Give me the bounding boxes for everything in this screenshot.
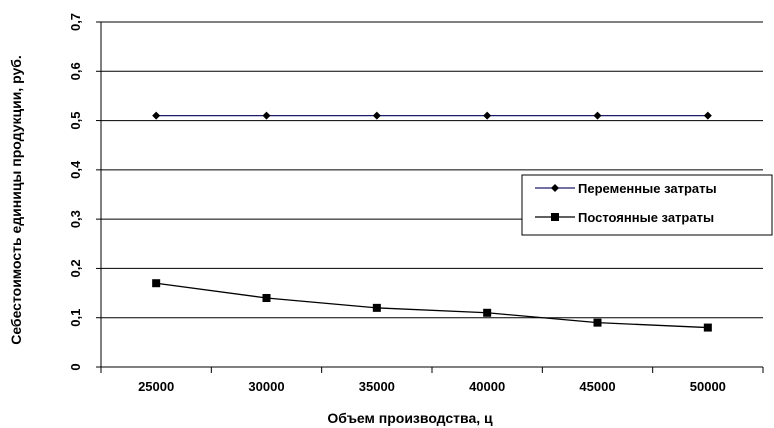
y-tick-label: 0,3 <box>68 210 83 228</box>
legend: Переменные затраты Постоянные затраты <box>521 174 773 236</box>
data-point-square <box>372 303 381 312</box>
y-tick-label: 0,7 <box>68 13 83 31</box>
gridlines <box>101 21 763 319</box>
legend-square-marker <box>551 213 559 221</box>
y-tick-label: 0,6 <box>68 62 83 80</box>
y-tick-label: 0,2 <box>68 259 83 277</box>
data-point-diamond <box>483 111 492 120</box>
series-layer <box>152 111 712 332</box>
legend-label-fixed: Постоянные затраты <box>578 210 714 225</box>
data-point-square <box>483 308 492 317</box>
y-tick-label: 0,4 <box>68 160 83 179</box>
x-tick-label: 45000 <box>579 379 615 394</box>
x-tick-label: 50000 <box>690 379 726 394</box>
x-tick-label: 35000 <box>359 379 395 394</box>
legend-diamond-marker <box>551 184 559 192</box>
axes <box>96 21 764 373</box>
y-tick-label: 0,1 <box>68 309 83 327</box>
y-tick-label: 0 <box>68 363 83 370</box>
data-point-diamond <box>372 111 381 120</box>
data-point-square <box>152 279 161 288</box>
legend-box <box>521 174 773 236</box>
y-axis-title: Себестоимость единицы продукции, руб. <box>8 55 24 345</box>
data-point-square <box>703 323 712 332</box>
x-tick-label: 30000 <box>248 379 284 394</box>
y-tick-labels: 0 0,1 0,2 0,3 0,4 0,5 0,6 0,7 <box>68 13 83 371</box>
data-point-square <box>262 294 271 302</box>
data-point-diamond <box>703 111 712 120</box>
y-tick-label: 0,5 <box>68 112 83 130</box>
legend-item-fixed: Постоянные затраты <box>535 210 714 225</box>
data-point-diamond <box>262 111 271 120</box>
data-point-diamond <box>152 111 161 120</box>
series-line-1 <box>156 282 708 329</box>
x-tick-labels: 25000 30000 35000 40000 45000 50000 <box>138 379 726 394</box>
x-tick-label: 40000 <box>469 379 505 394</box>
data-point-square <box>593 318 602 327</box>
legend-label-variable: Переменные затраты <box>578 181 717 196</box>
x-tick-label: 25000 <box>138 379 174 394</box>
x-axis-title: Объем производства, ц <box>327 410 493 426</box>
legend-item-variable: Переменные затраты <box>535 181 717 196</box>
data-point-diamond <box>593 111 602 120</box>
